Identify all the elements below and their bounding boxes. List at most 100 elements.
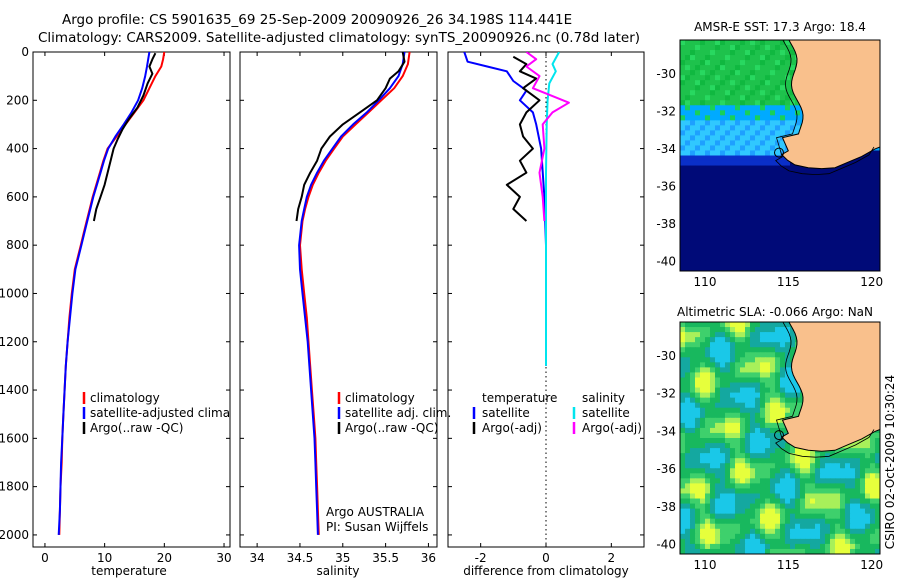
map-cell — [780, 260, 786, 267]
map-cell — [805, 533, 811, 540]
map-cell — [710, 392, 716, 399]
map-cell — [685, 397, 691, 404]
map-cell — [730, 135, 736, 142]
map-cell — [770, 50, 776, 56]
map-cell — [760, 538, 766, 545]
map-cell — [705, 135, 711, 142]
map-cell — [795, 508, 801, 515]
map-cell — [835, 518, 841, 525]
map-cell — [695, 443, 701, 449]
map-cell — [715, 125, 721, 131]
map-cell — [870, 230, 876, 237]
map-cell — [780, 170, 786, 177]
map-cell — [705, 468, 711, 474]
map-cell — [770, 432, 776, 439]
map-cell — [700, 220, 706, 227]
map-cell — [850, 533, 856, 540]
map-cell — [795, 453, 801, 459]
map-cell — [860, 498, 866, 505]
depth-tick-label: 1200 — [0, 335, 29, 349]
map-cell — [840, 518, 846, 525]
map-cell — [735, 110, 741, 116]
map-cell — [680, 347, 686, 353]
map-cell — [745, 55, 751, 61]
map-cell — [720, 245, 726, 252]
map-cell — [790, 110, 796, 116]
map-cell — [815, 493, 821, 500]
map-cell — [785, 443, 791, 449]
map-cell — [860, 250, 866, 257]
footer-stamp: CSIRO 02-Oct-2009 10:30:24 — [883, 375, 897, 549]
map-cell — [750, 180, 756, 187]
map-cell — [865, 245, 871, 252]
map-cell — [785, 523, 791, 530]
map-cell — [710, 60, 716, 66]
map-cell — [830, 543, 836, 550]
map-cell — [700, 265, 706, 271]
map-cell — [740, 240, 746, 247]
map-cell — [695, 412, 701, 419]
map-cell — [780, 210, 786, 217]
map-cell — [735, 190, 741, 197]
map-cell — [725, 45, 731, 51]
map-cell — [740, 130, 746, 137]
map-cell — [770, 478, 776, 484]
map-cell — [750, 508, 756, 515]
map-cell — [745, 387, 751, 394]
map-cell — [770, 215, 776, 222]
map-cell — [745, 518, 751, 525]
map-cell — [750, 518, 756, 525]
map-cell — [695, 175, 701, 182]
map-cell — [845, 165, 851, 172]
map-cell — [830, 220, 836, 227]
map-cell — [705, 265, 711, 271]
map-cell — [710, 170, 716, 177]
map-cell — [865, 503, 871, 510]
map-cell — [725, 240, 731, 247]
map-cell — [855, 518, 861, 525]
map-cell — [855, 523, 861, 530]
map-cell — [780, 448, 786, 454]
map-cell — [760, 175, 766, 182]
map-cell — [700, 387, 706, 394]
map-cell — [725, 473, 731, 479]
map-cell — [690, 40, 696, 46]
map-cell — [705, 337, 711, 343]
map-cell — [715, 160, 721, 167]
map-cell — [730, 50, 736, 56]
map-cell — [745, 493, 751, 500]
map-cell — [740, 40, 746, 46]
map-cell — [875, 160, 880, 167]
map-cell — [730, 170, 736, 177]
x-tick-label: 35 — [335, 551, 350, 565]
map-cell — [835, 260, 841, 267]
map-cell — [680, 70, 686, 76]
map-cell — [810, 523, 816, 530]
sla-map-cells — [680, 322, 880, 554]
map-cell — [695, 150, 701, 157]
map-cell — [790, 190, 796, 197]
map-cell — [720, 508, 726, 515]
map-cell — [725, 483, 731, 490]
map-cell — [730, 210, 736, 217]
map-cell — [725, 120, 731, 126]
map-cell — [790, 337, 796, 343]
map-cell — [750, 463, 756, 469]
map-cell — [755, 140, 761, 147]
map-cell — [805, 483, 811, 490]
map-cell — [820, 453, 826, 459]
map-cell — [730, 332, 736, 338]
map-cell — [790, 523, 796, 530]
map-cell — [690, 220, 696, 227]
map-cell — [845, 483, 851, 490]
map-cell — [715, 337, 721, 343]
map-cell — [685, 90, 691, 96]
map-cell — [780, 75, 786, 81]
map-cell — [700, 397, 706, 404]
map-cell — [790, 50, 796, 56]
map-cell — [730, 190, 736, 197]
map-cell — [725, 130, 731, 137]
map-cell — [775, 185, 781, 192]
map-cell — [875, 170, 880, 177]
map-cell — [755, 145, 761, 152]
